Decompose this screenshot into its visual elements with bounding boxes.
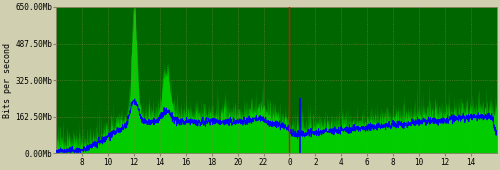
- Y-axis label: Bits per second: Bits per second: [4, 43, 13, 118]
